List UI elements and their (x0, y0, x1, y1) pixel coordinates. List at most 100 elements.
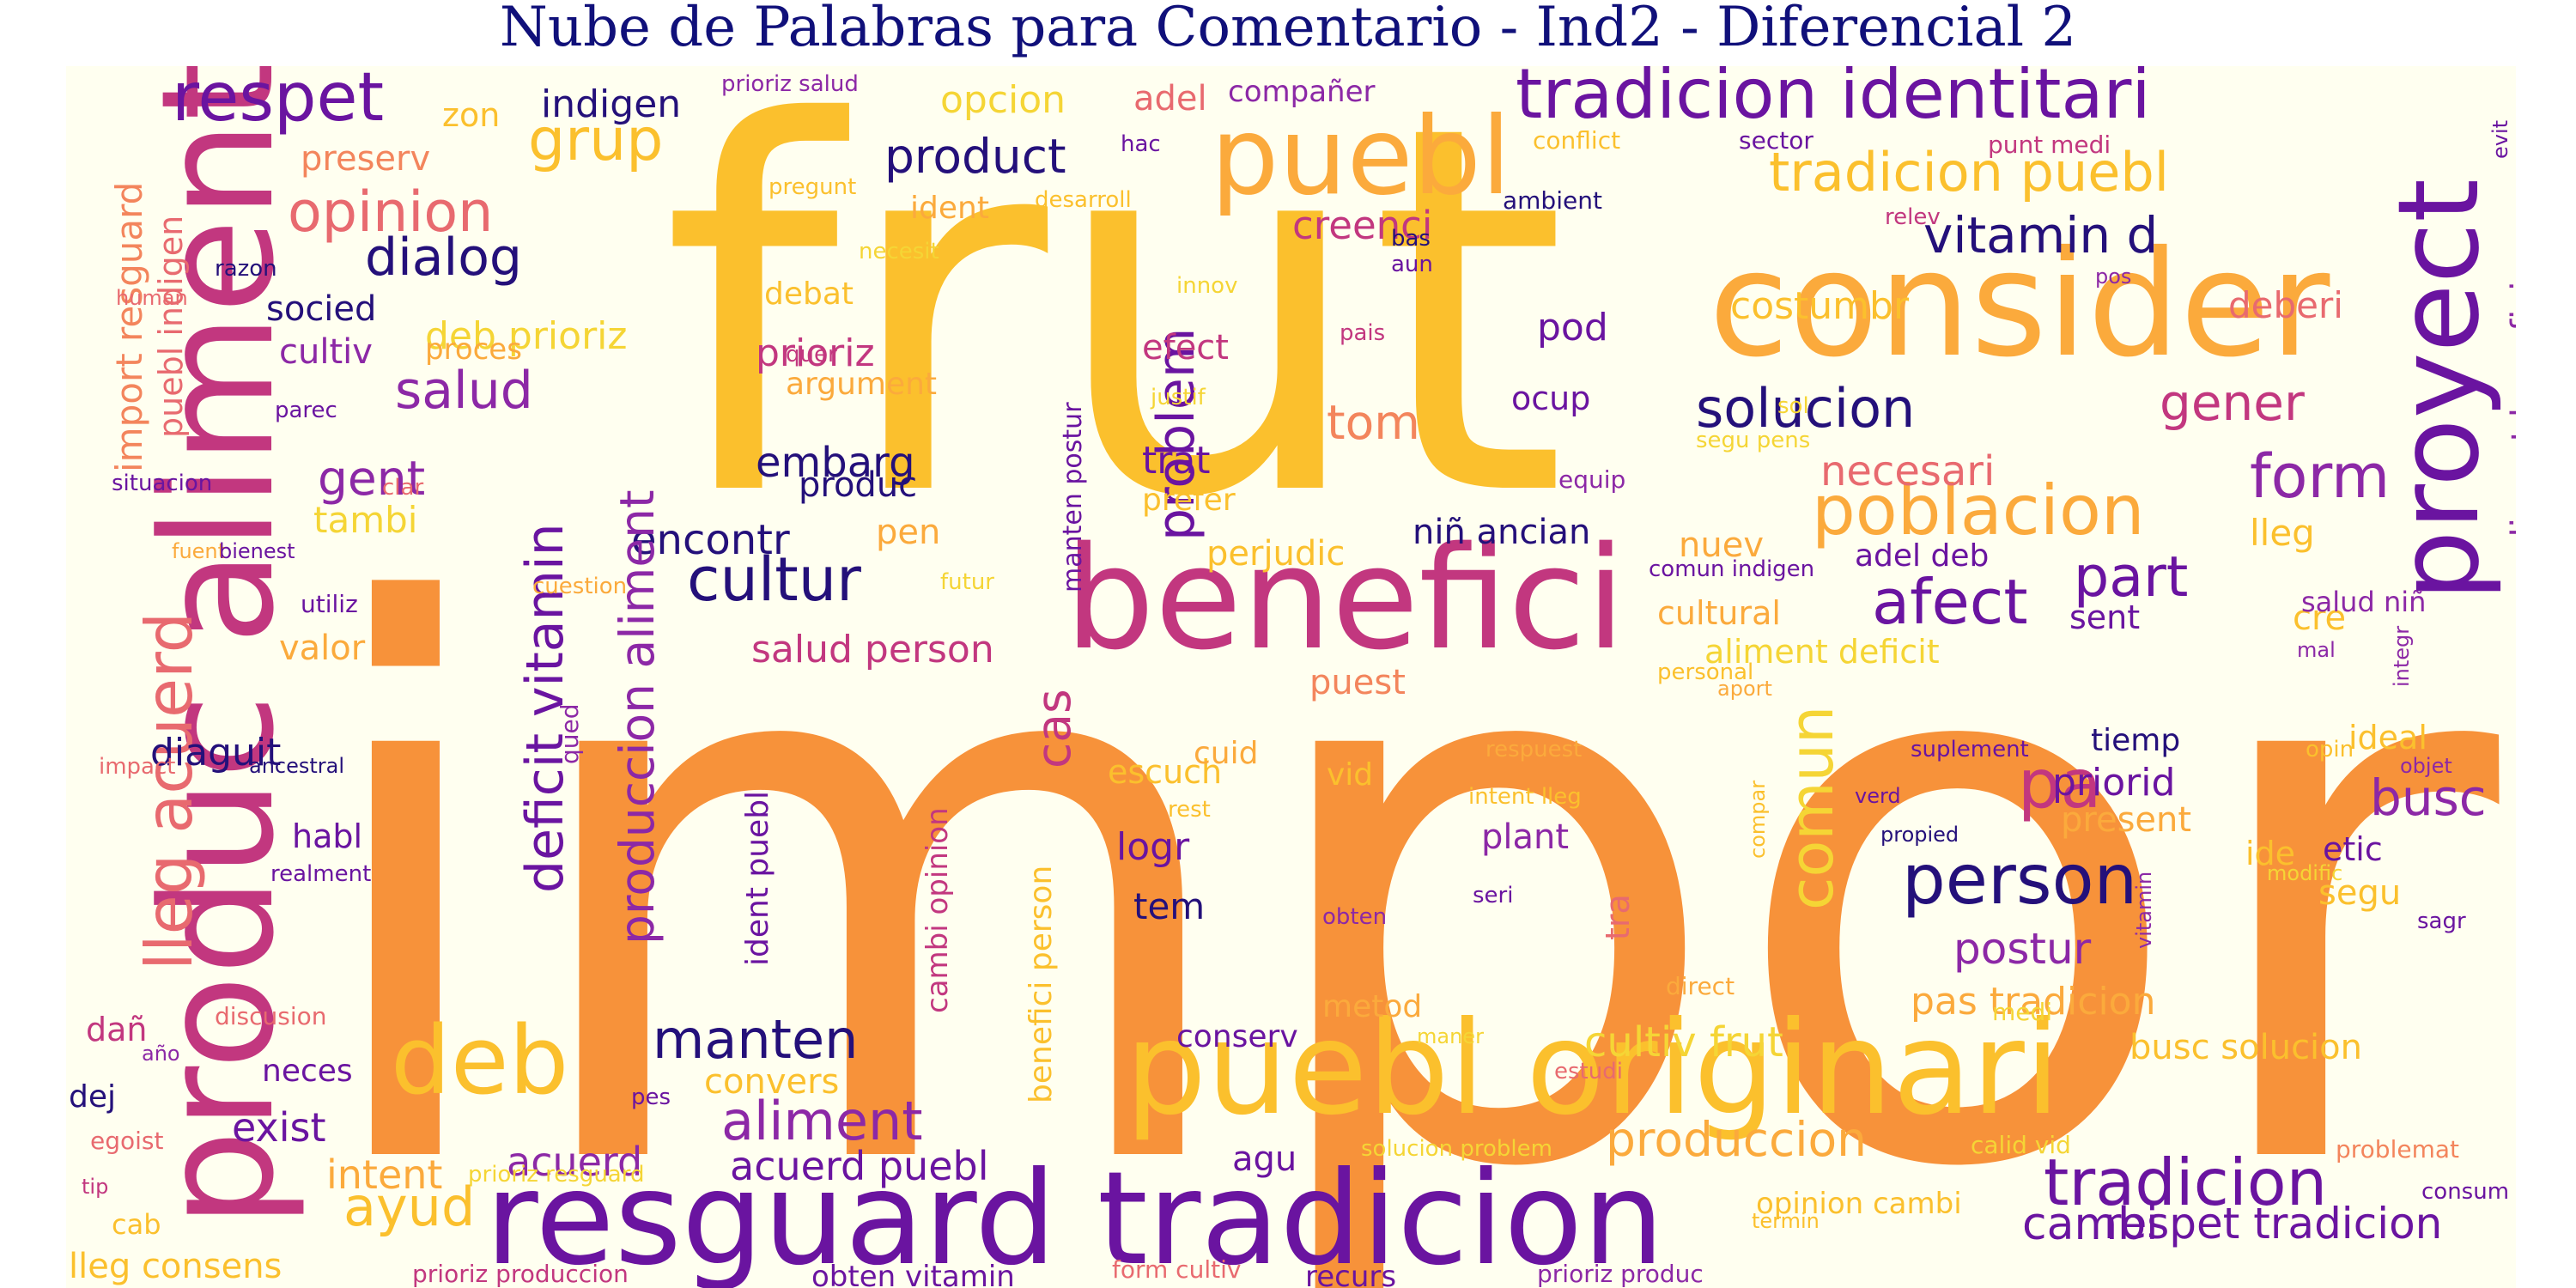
word-cloud: importfrutproduc aliment consider benefici… (66, 66, 2516, 1288)
cloud-word: opinion cambi (1756, 1187, 1962, 1221)
cloud-word: punt medi (1988, 131, 2111, 159)
cloud-word: compar (1746, 780, 1770, 859)
cloud-word: deb (391, 1005, 569, 1115)
cloud-word: conflict (1533, 126, 1621, 155)
cloud-word: produc (799, 465, 918, 505)
cloud-word: suplement (1911, 737, 2029, 762)
cloud-word: estudi (1554, 1059, 1623, 1084)
cloud-word: comun (1777, 705, 1847, 910)
cloud-word: gent (318, 451, 426, 506)
cloud-word: socied (266, 289, 377, 329)
cloud-word: aliment benefici (2505, 281, 2516, 558)
cloud-word: valor (279, 629, 366, 668)
cloud-word: afect (1872, 566, 2028, 638)
cloud-word: solucion (1696, 377, 1916, 440)
cloud-word: cultiv (279, 332, 373, 372)
cloud-word: aliment (721, 1090, 923, 1152)
cloud-word: cambi (2022, 1199, 2159, 1250)
cloud-word: manten postur (1058, 402, 1088, 592)
cloud-word: sector (1739, 126, 1814, 155)
cloud-word: necesit (859, 239, 939, 264)
cloud-word: etic (2323, 830, 2383, 868)
cloud-word: puebl (1211, 94, 1511, 219)
cloud-word: embarg (756, 439, 915, 487)
cloud-word: cuid (1194, 736, 1259, 771)
cloud-word: integr (2390, 625, 2414, 687)
cloud-word: obten (1322, 904, 1388, 930)
cloud-word: prioriz resguard (468, 1162, 645, 1188)
cloud-word: escuch (1108, 753, 1223, 791)
cloud-word: situacion (112, 471, 213, 496)
cloud-word: cultur (687, 544, 861, 615)
cloud-word: part (2074, 545, 2189, 610)
cloud-word: efect (1142, 328, 1229, 368)
cloud-word: rest (1168, 797, 1211, 823)
cloud-word: encontr (631, 516, 790, 564)
cloud-word: cambi opinion (920, 807, 955, 1013)
cloud-word: exist (232, 1104, 326, 1151)
cloud-word: cultiv frut (1584, 1018, 1783, 1066)
cloud-word: manten (653, 1008, 859, 1071)
cloud-word: adel deb (1855, 538, 1990, 574)
cloud-word: frut (661, 66, 1568, 608)
cloud-word: pos (2095, 264, 2132, 289)
cloud-word: intent (326, 1151, 443, 1198)
cloud-word: utiliz (301, 590, 358, 618)
cloud-word: import resguard (108, 181, 150, 472)
cloud-word: equip (1558, 465, 1626, 494)
cloud-word: dej (69, 1079, 117, 1115)
cloud-word: bienest (219, 539, 295, 563)
cloud-word: justif (1151, 385, 1206, 410)
cloud-word: benefici (1065, 516, 1625, 681)
cloud-word: relev (1885, 204, 1941, 230)
cloud-word: aun (1391, 252, 1433, 277)
cloud-word: tip (82, 1175, 109, 1199)
cloud-word: grup (528, 106, 664, 174)
cloud-word: ident puebl (740, 790, 775, 966)
cloud-word: segu pens (1696, 428, 1811, 453)
cloud-word: vid (1327, 757, 1374, 793)
cloud-word: aliment deficit (1704, 633, 1940, 671)
cloud-word: tiemp (2091, 723, 2181, 758)
cloud-word: bas (1391, 226, 1431, 252)
cloud-word: busc (2370, 769, 2487, 827)
cloud-word: adel (1133, 79, 1207, 118)
cloud-word: ocup (1511, 380, 1591, 417)
cloud-word: direct (1666, 972, 1735, 1000)
cloud-word: solucion problem (1361, 1136, 1552, 1162)
cloud-word: consider (1709, 220, 2330, 390)
cloud-word: gener (2160, 374, 2305, 432)
cloud-word: propied (1880, 823, 1959, 847)
cloud-word: puebl indigen (152, 215, 190, 438)
cloud-word: person (1902, 840, 2138, 920)
cloud-word: respet tradicion (2104, 1199, 2443, 1249)
cloud-word: futur (940, 569, 994, 595)
cloud-word: poblacion (1812, 471, 2145, 550)
cloud-word: comun indigen (1649, 556, 1815, 582)
cloud-word: ayud (343, 1176, 476, 1238)
cloud-word: convers (704, 1062, 840, 1102)
cloud-word: evit (2488, 119, 2512, 159)
cloud-word: prioriz salud (721, 71, 859, 97)
cloud-word: clar (382, 475, 424, 501)
cloud-word: objet (2400, 754, 2452, 778)
cloud-word: ancestral (249, 754, 345, 778)
cloud-word: lleg (2250, 512, 2315, 554)
cloud-word: puebl originari (1125, 994, 2061, 1144)
cloud-word: deberi (2228, 284, 2343, 326)
cloud-word: present (2061, 800, 2192, 840)
cloud-word: parec (275, 398, 337, 423)
cloud-word: vitamin d (1923, 206, 2159, 264)
cloud-word: proces (425, 332, 522, 367)
cloud-word: innov (1176, 273, 1238, 299)
cloud-word: agu (1232, 1139, 1297, 1179)
cloud-word: form cultiv (1112, 1255, 1242, 1284)
cloud-word: lleg consens (69, 1247, 283, 1286)
cloud-word: fuent (172, 539, 227, 563)
cloud-word: busc solucion (2129, 1028, 2362, 1067)
cloud-word: cas (1026, 689, 1081, 769)
cloud-word: opin (2306, 737, 2354, 762)
cloud-word: creenci (1292, 203, 1433, 248)
cloud-word: tambi (313, 499, 418, 541)
cloud-word: pa (2018, 746, 2102, 823)
